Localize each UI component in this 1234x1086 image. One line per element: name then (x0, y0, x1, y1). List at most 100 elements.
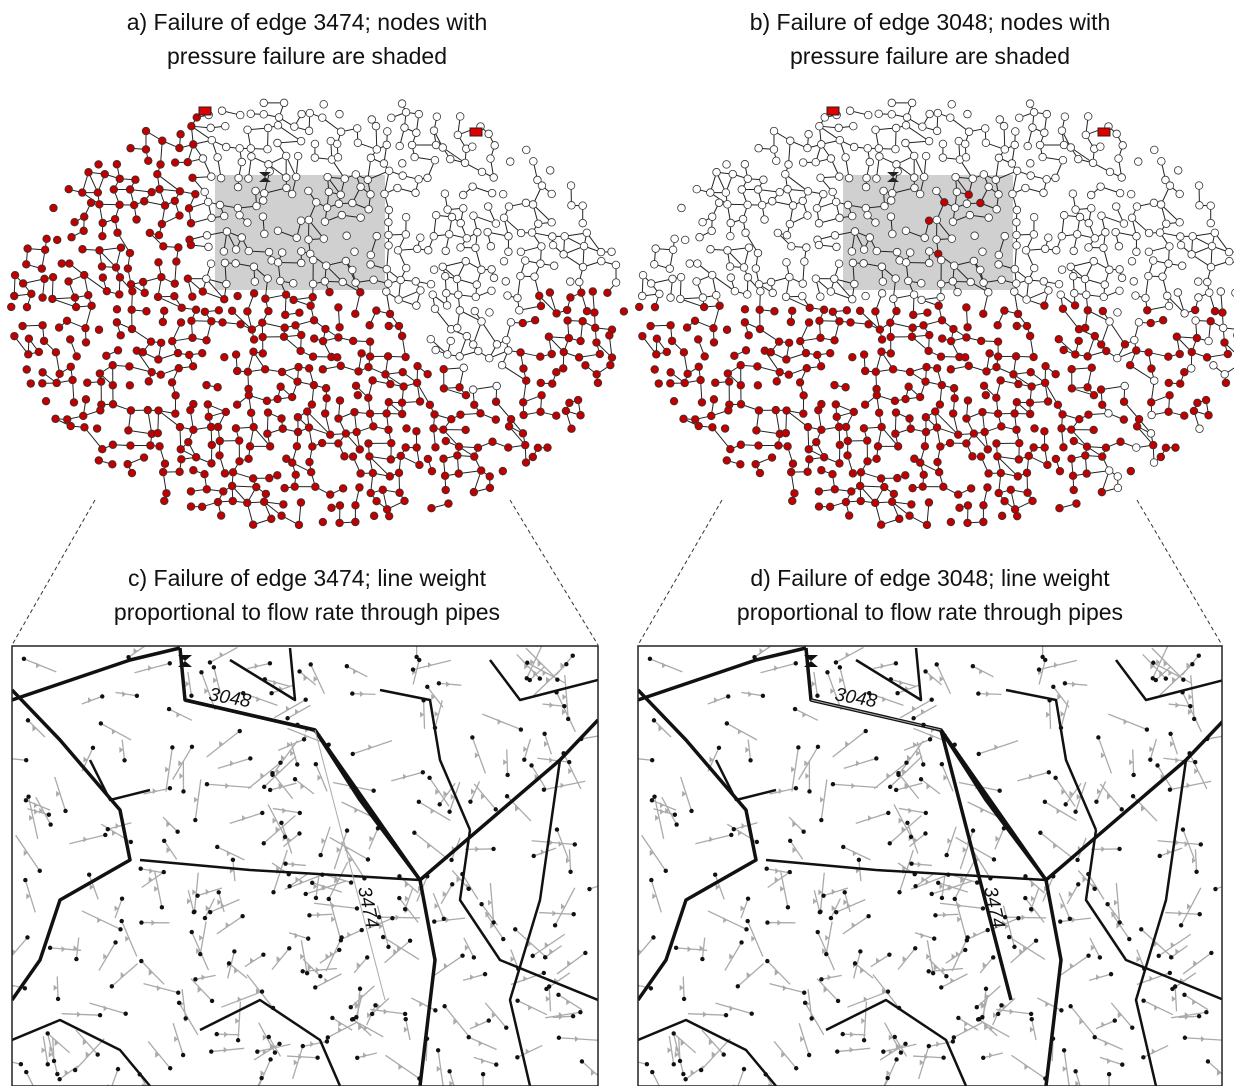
node (1221, 370, 1229, 378)
node (250, 348, 258, 356)
node (962, 154, 970, 162)
node (342, 257, 350, 265)
node (902, 122, 910, 130)
flow-arrow (846, 652, 850, 658)
node (815, 488, 823, 496)
node (519, 398, 527, 406)
node (964, 323, 972, 331)
node (820, 306, 828, 314)
flow-arrow (338, 1021, 342, 1027)
flow-arrow (242, 815, 246, 821)
node (82, 324, 90, 332)
node (964, 110, 972, 118)
node (463, 235, 471, 243)
flow-arrow (220, 652, 224, 658)
node (456, 113, 464, 121)
node (370, 512, 378, 520)
node (398, 332, 406, 340)
node (663, 348, 671, 356)
node (897, 1006, 901, 1010)
node (513, 927, 517, 931)
node (305, 127, 313, 135)
node (693, 185, 701, 193)
node (860, 246, 868, 254)
node (287, 884, 291, 888)
node (693, 278, 701, 286)
node (574, 396, 582, 404)
node (1001, 232, 1009, 240)
node (1180, 368, 1188, 376)
node (1206, 289, 1214, 297)
node (946, 439, 954, 447)
node (771, 307, 779, 315)
node (1181, 677, 1185, 681)
node (63, 317, 71, 325)
node (400, 383, 408, 391)
node (858, 949, 862, 953)
node (127, 281, 135, 289)
node (1157, 201, 1165, 209)
node (871, 499, 879, 507)
node (944, 853, 948, 857)
pipe (144, 984, 179, 993)
flow-arrow (384, 1009, 388, 1015)
node (432, 444, 440, 452)
flow-arrow (353, 669, 357, 675)
node (1068, 917, 1072, 921)
node (1023, 896, 1027, 900)
node (1039, 153, 1047, 161)
node (878, 290, 886, 298)
node (171, 159, 179, 167)
node (397, 276, 405, 284)
node (187, 503, 195, 511)
node (19, 1062, 23, 1066)
node (872, 126, 880, 134)
node (1060, 211, 1068, 219)
flow-arrow (1201, 1036, 1205, 1042)
node (815, 241, 823, 249)
node (275, 114, 283, 122)
node (985, 183, 993, 191)
node (110, 984, 114, 988)
node (130, 201, 138, 209)
node (1025, 452, 1033, 460)
pipe (638, 648, 806, 700)
node (1127, 190, 1135, 198)
node (402, 231, 410, 239)
node (1180, 690, 1184, 694)
flow-arrow (1178, 910, 1182, 916)
node (116, 1067, 120, 1071)
node (162, 870, 166, 874)
node (1115, 155, 1123, 163)
node (517, 248, 525, 256)
node (710, 396, 718, 404)
node (345, 828, 349, 832)
node (984, 987, 988, 991)
node (648, 657, 652, 661)
node (324, 173, 332, 181)
node (951, 394, 959, 402)
node (926, 969, 930, 973)
node (788, 307, 796, 315)
node (949, 410, 957, 418)
node (754, 363, 762, 371)
node (925, 217, 933, 225)
node (1090, 426, 1098, 434)
flow-arrow (255, 663, 259, 669)
node (1121, 341, 1129, 349)
node (297, 669, 301, 673)
node (222, 408, 230, 416)
node (41, 275, 49, 283)
node (963, 440, 971, 448)
node (887, 333, 895, 341)
node (155, 231, 163, 239)
node (71, 218, 79, 226)
node (250, 290, 258, 298)
node (892, 145, 900, 153)
node (204, 401, 212, 409)
node (1058, 232, 1066, 240)
node (1189, 232, 1197, 240)
pipe (148, 1041, 170, 1068)
node (335, 200, 343, 208)
node (782, 293, 790, 301)
